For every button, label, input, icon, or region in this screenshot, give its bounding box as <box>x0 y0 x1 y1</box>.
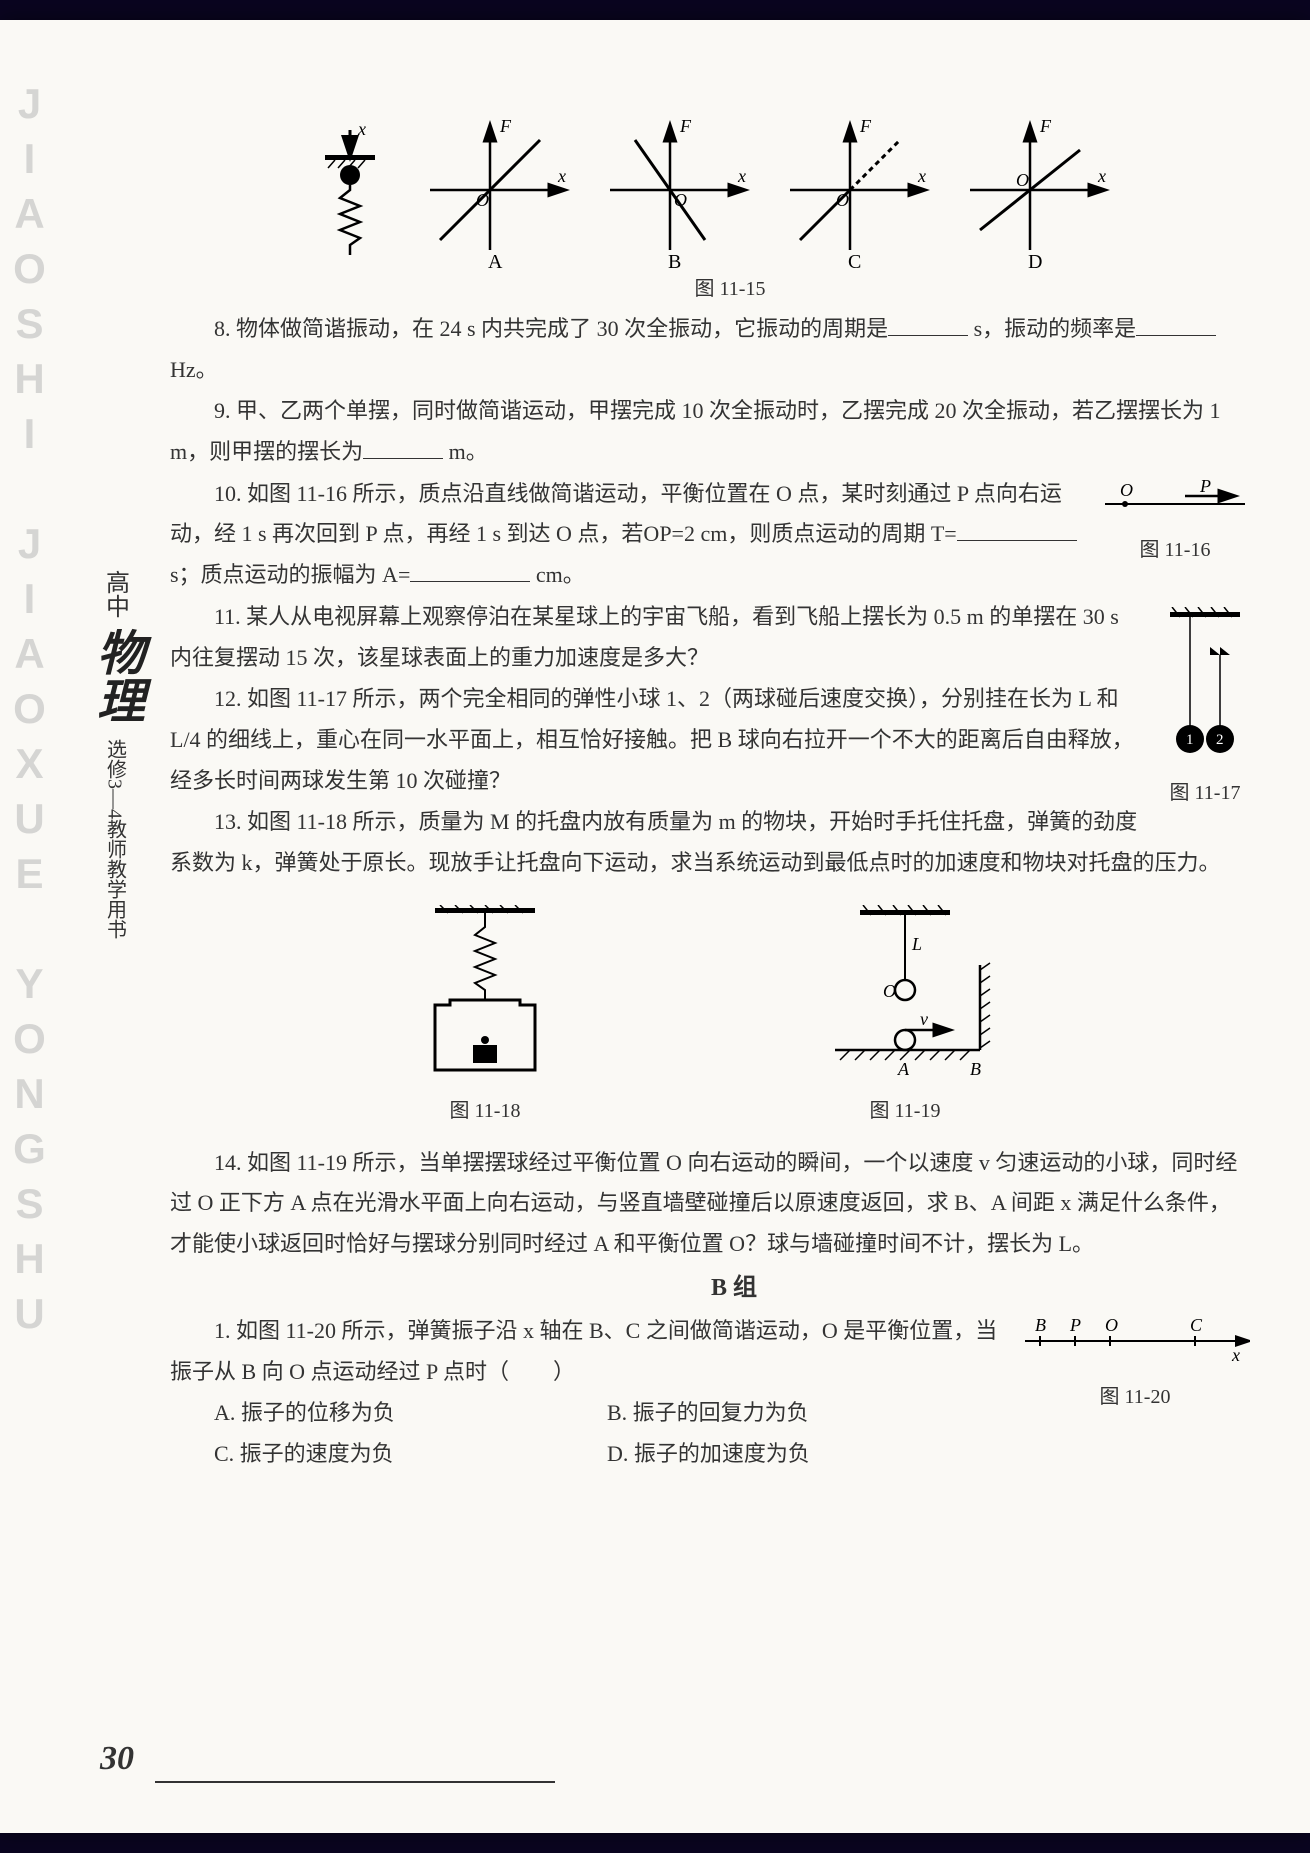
graph-a: F x O A <box>420 120 570 270</box>
document-page: JIAOSHI JIAOXUE YONGSHU 高中 物理 选修3—4教师教学用… <box>0 20 1310 1833</box>
svg-text:P: P <box>1199 476 1211 496</box>
figure-11-20: B P O C x 图 11-20 <box>1020 1311 1250 1424</box>
svg-text:x: x <box>557 166 566 186</box>
svg-text:F: F <box>679 120 692 136</box>
svg-text:D: D <box>1028 251 1042 270</box>
svg-text:F: F <box>1039 120 1052 136</box>
svg-text:O: O <box>1120 480 1133 500</box>
question-8: 8. 物体做简谐振动，在 24 s 内共完成了 30 次全振动，它振动的周期是 … <box>170 309 1250 390</box>
graph-c: F x O C <box>780 120 930 270</box>
fig-18-label: 图 11-18 <box>415 1093 555 1130</box>
figure-11-16: O P 图 11-16 <box>1100 474 1250 577</box>
svg-text:1: 1 <box>1186 732 1194 748</box>
option-a: A. 振子的位移为负 <box>214 1393 607 1434</box>
svg-text:x: x <box>1231 1345 1240 1365</box>
spring-diagram: x <box>310 120 390 270</box>
question-10: 10. 如图 11-16 所示，质点沿直线做简谐运动，平衡位置在 O 点，某时刻… <box>170 474 1250 596</box>
question-14: 14. 如图 11-19 所示，当单摆摆球经过平衡位置 O 向右运动的瞬间，一个… <box>170 1143 1250 1265</box>
option-c: C. 振子的速度为负 <box>214 1434 607 1475</box>
svg-text:O: O <box>674 190 687 210</box>
svg-text:B: B <box>668 251 681 270</box>
fig-20-label: 图 11-20 <box>1020 1379 1250 1416</box>
graph-d: F x O D <box>960 120 1110 270</box>
svg-text:F: F <box>499 120 512 136</box>
q1-options: A. 振子的位移为负 B. 振子的回复力为负 C. 振子的速度为负 D. 振子的… <box>214 1393 1000 1474</box>
svg-text:L: L <box>911 934 922 954</box>
svg-text:v: v <box>920 1009 928 1029</box>
svg-text:x: x <box>357 120 366 139</box>
main-content: x F x O A <box>170 120 1250 1475</box>
svg-text:x: x <box>917 166 926 186</box>
fig-16-label: 图 11-16 <box>1100 532 1250 569</box>
spine-subject: 物理 <box>80 628 150 724</box>
figure-11-19: L O v A B 图 11-19 <box>805 905 1005 1138</box>
svg-text:P: P <box>1069 1315 1081 1335</box>
option-b: B. 振子的回复力为负 <box>607 1393 1000 1434</box>
svg-text:x: x <box>737 166 746 186</box>
question-9: 9. 甲、乙两个单摆，同时做简谐运动，甲摆完成 10 次全振动时，乙摆完成 20… <box>170 391 1250 472</box>
svg-text:O: O <box>836 190 849 210</box>
option-d: D. 振子的加速度为负 <box>607 1434 1000 1475</box>
svg-text:A: A <box>897 1059 910 1079</box>
svg-text:A: A <box>488 251 503 270</box>
svg-text:2: 2 <box>1216 732 1224 748</box>
figure-11-18: 图 11-18 <box>415 905 555 1138</box>
spine-grade: 高中 <box>98 570 133 618</box>
svg-text:F: F <box>859 120 872 136</box>
figure-11-15: x F x O A <box>170 120 1250 270</box>
figure-row-18-19: 图 11-18 L O v A <box>170 905 1250 1138</box>
svg-text:O: O <box>1105 1315 1118 1335</box>
fig-15-label: 图 11-15 <box>170 271 1250 308</box>
spine-book-name: 选修3—4教师教学用书 <box>101 739 130 939</box>
svg-text:O: O <box>476 190 489 210</box>
question-13: 13. 如图 11-18 所示，质量为 M 的托盘内放有质量为 m 的物块，开始… <box>170 802 1250 883</box>
page-number: 30 <box>100 1740 134 1778</box>
question-12: 12. 如图 11-17 所示，两个完全相同的弹性小球 1、2（两球碰后速度交换… <box>170 679 1250 801</box>
fig-19-label: 图 11-19 <box>805 1093 1005 1130</box>
svg-text:x: x <box>1097 166 1106 186</box>
footer-line <box>155 1781 555 1783</box>
graph-b: F x O B <box>600 120 750 270</box>
svg-text:B: B <box>970 1059 981 1079</box>
svg-text:O: O <box>883 981 896 1001</box>
svg-text:B: B <box>1035 1315 1046 1335</box>
fig-17-label: 图 11-17 <box>1160 775 1250 812</box>
svg-text:O: O <box>1016 170 1029 190</box>
question-11: 11. 某人从电视屏幕上观察停泊在某星球上的宇宙飞船，看到飞船上摆长为 0.5 … <box>170 597 1250 678</box>
figure-11-17: 1 2 图 11-17 <box>1160 607 1250 820</box>
watermark-text: JIAOSHI JIAOXUE YONGSHU <box>5 80 53 1345</box>
svg-text:C: C <box>848 251 861 270</box>
book-spine: 高中 物理 选修3—4教师教学用书 <box>90 570 140 939</box>
section-b-title: B 组 <box>170 1266 1250 1310</box>
svg-text:C: C <box>1190 1315 1203 1335</box>
